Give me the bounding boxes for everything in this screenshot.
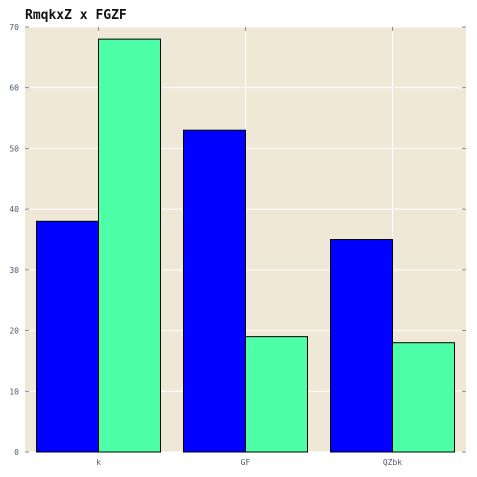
y-tick-label: 60 [9, 84, 19, 93]
tick-labels: 0 10 20 30 40 50 60 70 k GF QZbk [9, 23, 402, 467]
y-tick-label: 20 [9, 327, 19, 336]
y-tick-label: 70 [9, 23, 19, 32]
x-tick-label: GF [241, 458, 251, 467]
chart-title: RmqkxZ x FGZF [25, 8, 127, 23]
x-tick-label: k [96, 458, 101, 467]
bar-series-2-QZbk [392, 342, 455, 453]
bar-series-2-GF [245, 336, 308, 453]
bar-series-1-GF [183, 129, 246, 453]
y-tick-label: 30 [9, 266, 19, 275]
x-tick-label: QZbk [383, 458, 402, 467]
y-tick-label: 10 [9, 387, 19, 396]
y-tick-label: 0 [14, 448, 19, 457]
y-tick-label: 40 [9, 205, 19, 214]
bars [36, 38, 455, 453]
bar-series-1-QZbk [330, 239, 393, 453]
bar-series-1-k [36, 220, 99, 453]
bar-series-2-k [98, 38, 161, 453]
y-tick-label: 50 [9, 144, 19, 153]
